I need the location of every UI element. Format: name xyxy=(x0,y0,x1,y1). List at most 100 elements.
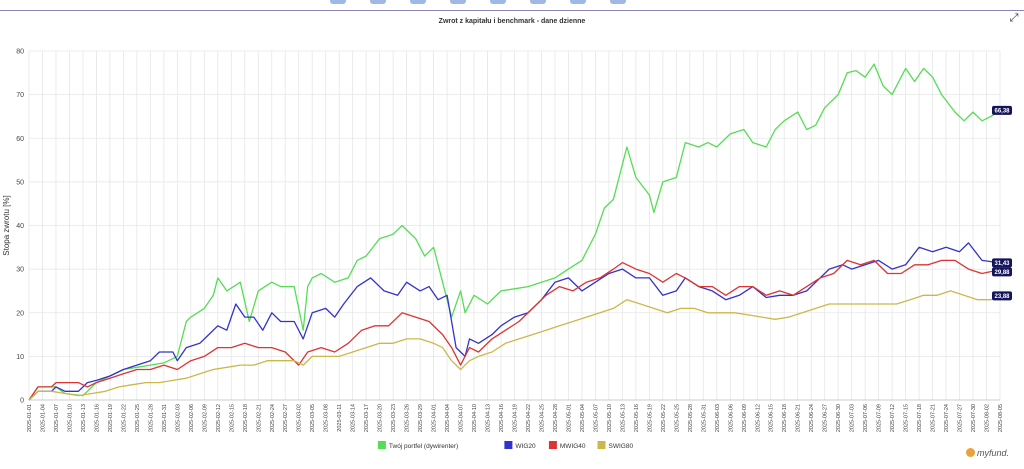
x-tick-label: 2025-01-31 xyxy=(162,404,168,432)
toolbar-indicator xyxy=(410,0,426,4)
logo: myfund. xyxy=(966,448,1009,458)
x-tick-label: 2025-01-01 xyxy=(27,404,33,432)
legend-entry: Twój portfel (dywirenter) xyxy=(389,443,458,450)
x-tick-label: 2025-01-16 xyxy=(94,404,100,432)
x-tick-label: 2025-04-04 xyxy=(445,404,451,432)
x-tick-label: 2025-04-22 xyxy=(526,404,532,432)
y-tick-label: 0 xyxy=(20,398,24,405)
legend-entry: MWIG40 xyxy=(560,443,586,450)
end-value-badge xyxy=(992,105,1012,115)
x-tick-label: 2025-06-21 xyxy=(796,404,802,432)
x-tick-label: 2025-03-29 xyxy=(418,404,424,432)
x-tick-label: 2025-04-07 xyxy=(459,404,465,432)
x-tick-label: 2025-05-07 xyxy=(593,404,599,432)
x-tick-label: 2025-02-06 xyxy=(189,404,195,432)
x-tick-label: 2025-08-02 xyxy=(985,404,991,432)
legend-swatch xyxy=(597,441,606,449)
y-tick-label: 10 xyxy=(16,354,24,361)
end-value-label: 29,88 xyxy=(994,270,1010,276)
x-tick-label: 2025-08-05 xyxy=(998,404,1004,432)
x-tick-label: 2025-02-27 xyxy=(283,404,289,432)
toolbar-indicator xyxy=(330,0,346,4)
x-tick-label: 2025-05-13 xyxy=(620,404,626,432)
y-tick-label: 60 xyxy=(16,136,24,143)
toolbar-indicator xyxy=(490,0,506,4)
x-tick-label: 2025-07-27 xyxy=(958,404,964,432)
x-tick-label: 2025-04-01 xyxy=(432,404,438,432)
x-tick-label: 2025-01-19 xyxy=(108,404,114,432)
x-tick-label: 2025-01-07 xyxy=(54,404,60,432)
y-tick-label: 80 xyxy=(16,49,24,56)
x-tick-label: 2025-02-03 xyxy=(175,404,181,432)
y-tick-label: 40 xyxy=(16,223,24,230)
x-tick-label: 2025-05-25 xyxy=(674,404,680,432)
x-tick-label: 2025-07-15 xyxy=(904,404,910,432)
end-value-badge xyxy=(992,267,1012,277)
x-tick-label: 2025-01-10 xyxy=(67,404,73,432)
x-tick-label: 2025-01-22 xyxy=(121,404,127,432)
logo-mark-icon xyxy=(966,448,975,457)
x-tick-label: 2025-07-03 xyxy=(850,404,856,432)
x-tick-label: 2025-02-18 xyxy=(243,404,249,432)
x-tick-label: 2025-07-12 xyxy=(890,404,896,432)
x-tick-label: 2025-06-09 xyxy=(742,404,748,432)
legend-swatch xyxy=(504,441,513,449)
toolbar-indicator xyxy=(530,0,546,4)
x-tick-label: 2025-04-13 xyxy=(486,404,492,432)
x-tick-label: 2025-03-14 xyxy=(351,404,357,432)
x-tick-label: 2025-01-28 xyxy=(148,404,154,432)
y-tick-label: 30 xyxy=(16,267,24,274)
logo-text: myfund. xyxy=(977,448,1010,458)
expand-icon[interactable]: ⤢ xyxy=(1009,12,1019,24)
x-tick-label: 2025-03-20 xyxy=(378,404,384,432)
x-tick-label: 2025-05-04 xyxy=(580,404,586,432)
x-tick-label: 2025-03-11 xyxy=(337,404,343,432)
top-toolbar xyxy=(0,0,1024,11)
x-tick-label: 2025-03-23 xyxy=(391,404,397,432)
x-tick-label: 2025-06-27 xyxy=(823,404,829,432)
x-tick-label: 2025-05-22 xyxy=(661,404,667,432)
series-line xyxy=(28,290,1001,401)
y-tick-label: 20 xyxy=(16,310,24,317)
x-tick-label: 2025-03-26 xyxy=(405,404,411,432)
toolbar-indicator xyxy=(450,0,466,4)
x-tick-label: 2025-07-06 xyxy=(863,404,869,432)
x-tick-label: 2025-06-03 xyxy=(715,404,721,432)
x-tick-label: 2025-04-25 xyxy=(539,404,545,432)
x-tick-label: 2025-02-09 xyxy=(202,404,208,432)
x-tick-label: 2025-03-05 xyxy=(310,404,316,432)
x-tick-label: 2025-03-02 xyxy=(297,404,303,432)
legend-swatch xyxy=(377,441,386,449)
x-tick-label: 2025-06-12 xyxy=(755,404,761,432)
x-tick-label: 2025-01-04 xyxy=(40,404,46,432)
x-tick-label: 2025-02-15 xyxy=(229,404,235,432)
x-tick-label: 2025-04-19 xyxy=(513,404,519,432)
legend-entry: WIG20 xyxy=(515,443,536,450)
legend-swatch xyxy=(548,441,557,449)
x-tick-label: 2025-07-09 xyxy=(877,404,883,432)
toolbar-indicator xyxy=(370,0,386,4)
y-tick-label: 50 xyxy=(16,179,24,186)
toolbar-indicator xyxy=(570,0,586,4)
x-tick-label: 2025-05-28 xyxy=(688,404,694,432)
end-value-badge xyxy=(992,291,1012,301)
series-line xyxy=(28,259,1001,401)
end-value-label: 23,88 xyxy=(994,294,1010,300)
x-tick-label: 2025-05-01 xyxy=(566,404,572,432)
end-value-label: 66,38 xyxy=(994,109,1010,115)
end-value-label: 31,43 xyxy=(994,261,1010,267)
x-tick-label: 2025-05-10 xyxy=(607,404,613,432)
x-tick-label: 2025-06-30 xyxy=(836,404,842,432)
series-line xyxy=(28,63,1001,401)
x-tick-label: 2025-02-12 xyxy=(216,404,222,432)
x-tick-label: 2025-07-18 xyxy=(917,404,923,432)
x-tick-label: 2025-05-16 xyxy=(634,404,640,432)
x-tick-label: 2025-06-18 xyxy=(782,404,788,432)
x-tick-label: 2025-05-19 xyxy=(647,404,653,432)
x-tick-label: 2025-01-13 xyxy=(81,404,87,432)
x-tick-label: 2025-07-30 xyxy=(971,404,977,432)
toolbar-indicator xyxy=(610,0,626,4)
y-tick-label: 70 xyxy=(16,92,24,99)
x-tick-label: 2025-04-10 xyxy=(472,404,478,432)
